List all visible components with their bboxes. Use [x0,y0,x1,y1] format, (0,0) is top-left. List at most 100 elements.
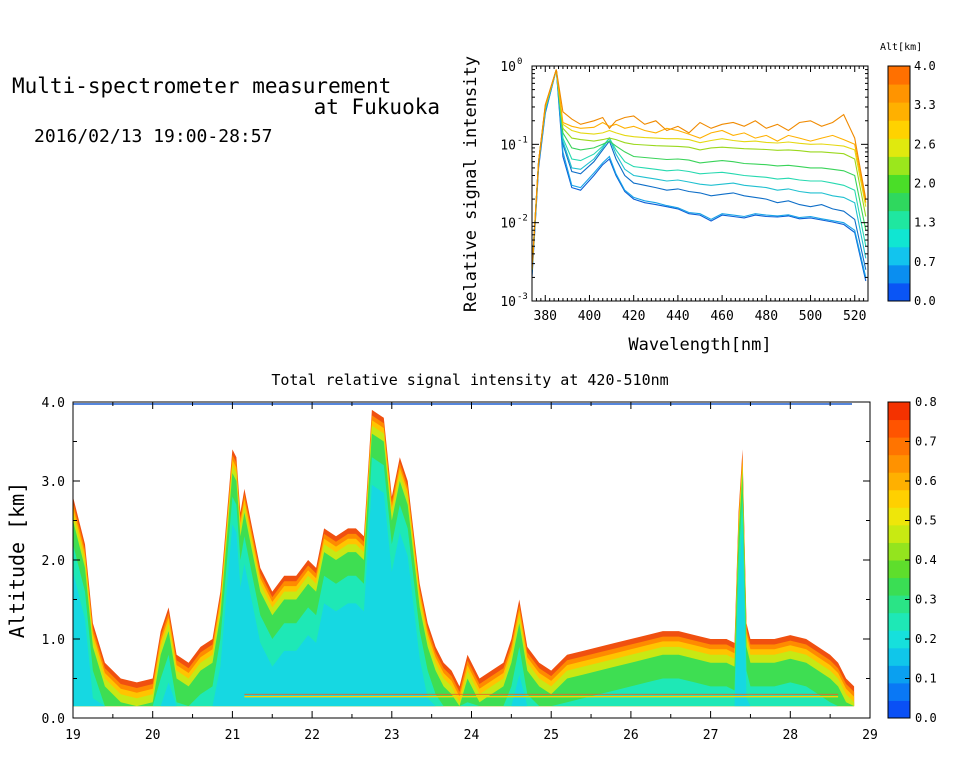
intensity-colorbar-swatch [888,489,910,508]
altitude-colorbar-swatch [888,138,910,157]
altitude-colorbar-swatch [888,228,910,248]
figure-title-line1: Multi-spectrometer measurement [12,74,392,98]
intensity-colorbar-swatch [888,577,910,596]
intensity-colorbar-swatch [888,402,910,421]
intensity-colorbar-swatch [888,630,910,649]
intensity-colorbar-swatch [888,665,910,684]
heatmap-x-tick-label: 28 [782,728,798,743]
spectrum-series-8 [532,69,867,270]
spectrum-y-tick-label: 10 [500,60,516,75]
spectrum-series-0 [532,69,867,282]
altitude-colorbar-swatch [888,246,910,266]
spectrum-x-tick-label: 520 [843,309,866,324]
intensity-colorbar-swatch [888,524,910,543]
heatmap-x-tick-label: 27 [703,728,719,743]
heatmap-chart: Total relative signal intensity at 420-5… [5,371,937,743]
intensity-colorbar-swatch [888,507,910,526]
altitude-colorbar-swatch [888,66,910,85]
spectrum-x-tick-label: 440 [666,309,689,324]
altitude-colorbar-tick-label: 3.3 [914,98,936,112]
intensity-colorbar-tick-label: 0.1 [915,672,937,686]
heatmap-y-tick-label: 3.0 [42,475,65,490]
heatmap-y-tick-label: 4.0 [42,396,65,411]
spectrum-series-2 [532,69,867,270]
altitude-colorbar-swatch [888,120,910,139]
spectrum-y-tick-exponent: -2 [517,214,528,224]
spectrum-y-tick-exponent: 0 [517,57,522,67]
spectrum-series-4 [532,69,867,270]
spectrum-x-tick-label: 460 [710,309,733,324]
intensity-colorbar-swatch [888,647,910,666]
spectrum-x-tick-label: 420 [622,309,645,324]
heatmap-x-tick-label: 26 [623,728,639,743]
spectrum-series-7 [532,69,867,270]
heatmap-x-tick-label: 23 [384,728,400,743]
spectrum-series-3 [532,69,867,270]
figure-title-line2: at Fukuoka [313,95,440,119]
intensity-colorbar-tick-label: 0.5 [915,514,937,528]
spectrum-series-1 [532,69,867,278]
intensity-colorbar-swatch [888,682,910,701]
heatmap-x-tick-label: 24 [464,728,480,743]
altitude-colorbar-swatch [888,174,910,194]
heatmap-y-tick-label: 2.0 [42,554,65,569]
intensity-colorbar-swatch [888,437,910,456]
heatmap-x-tick-label: 22 [304,728,320,743]
spectrum-x-tick-label: 400 [578,309,601,324]
altitude-colorbar-swatch [888,282,910,302]
date-range: 2016/02/13 19:00-28:57 [34,126,273,147]
intensity-colorbar-tick-label: 0.6 [915,474,937,488]
altitude-colorbar-label: Alt[km] [880,42,922,53]
heatmap-x-tick-label: 21 [225,728,241,743]
heatmap-y-tick-label: 1.0 [42,633,65,648]
altitude-colorbar-tick-label: 0.0 [914,294,936,308]
intensity-colorbar-swatch [888,419,910,438]
spectrum-y-tick-exponent: -1 [517,135,528,145]
intensity-colorbar-swatch [888,595,910,614]
spectrum-y-tick-exponent: -3 [517,292,528,302]
heatmap-y-tick-label: 0.0 [42,712,65,727]
spectrum-series-6 [532,69,867,270]
heatmap-x-tick-label: 20 [145,728,161,743]
intensity-colorbar-swatch [888,472,910,491]
spectrum-y-tick-label: 10 [500,138,516,153]
spectrum-y-axis-label: Relative signal intensity [461,56,481,312]
intensity-colorbar-tick-label: 0.4 [915,553,937,567]
spectrum-series-5 [532,69,867,270]
intensity-colorbar-tick-label: 0.0 [915,711,937,725]
intensity-colorbar-swatch [888,612,910,631]
altitude-colorbar-tick-label: 1.3 [914,216,936,230]
intensity-colorbar-swatch [888,542,910,561]
altitude-colorbar-swatch [888,210,910,230]
spectrum-x-tick-label: 480 [755,309,778,324]
spectrum-x-tick-label: 500 [799,309,822,324]
altitude-colorbar-tick-label: 0.7 [914,255,936,269]
altitude-colorbar-swatch [888,264,910,284]
heatmap-x-tick-label: 25 [543,728,559,743]
intensity-colorbar-tick-label: 0.7 [915,435,937,449]
intensity-colorbar-swatch [888,560,910,579]
spectrum-y-tick-label: 10 [500,217,516,232]
intensity-colorbar-tick-label: 0.3 [915,593,937,607]
altitude-colorbar-tick-label: 4.0 [914,59,936,73]
intensity-colorbar-swatch [888,454,910,473]
heatmap-title: Total relative signal intensity at 420-5… [271,371,668,389]
altitude-colorbar-tick-label: 2.6 [914,137,936,151]
intensity-colorbar-tick-label: 0.8 [915,395,937,409]
heatmap-x-tick-label: 29 [862,728,878,743]
altitude-colorbar-swatch [888,192,910,212]
spectrum-series-9 [532,69,867,270]
intensity-contour-band-5 [73,457,855,707]
spectrum-plot-frame [531,65,869,302]
spectrum-y-tick-label: 10 [500,295,516,310]
spectrum-x-axis-label: Wavelength[nm] [628,335,771,355]
altitude-colorbar-swatch [888,102,910,121]
intensity-colorbar-tick-label: 0.2 [915,632,937,646]
intensity-contour-band-6 [73,484,855,707]
heatmap-x-tick-label: 19 [65,728,81,743]
heatmap-y-axis-label: Altitude [km] [5,482,29,639]
altitude-colorbar-tick-label: 2.0 [914,177,936,191]
altitude-colorbar-swatch [888,156,910,175]
altitude-colorbar-swatch [888,84,910,103]
